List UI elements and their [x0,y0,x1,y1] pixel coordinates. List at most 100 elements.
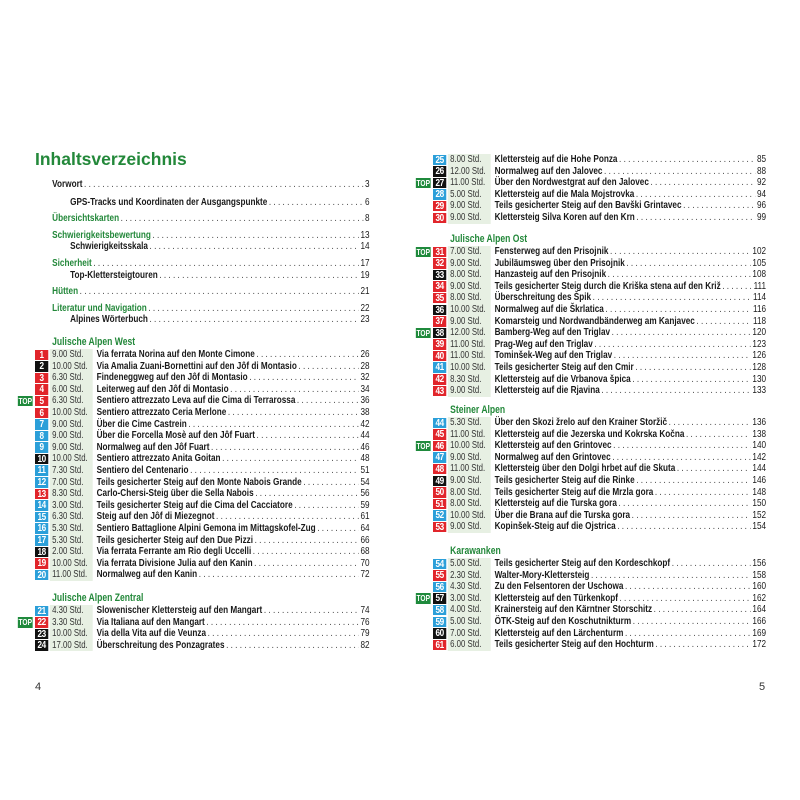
route-row[interactable]: 29 9.00 Std. Teils gesicherter Steig auf d… [433,200,766,212]
route-row[interactable]: 51 8.00 Std. Klettersteig auf die Turska g… [433,498,766,510]
route-row[interactable]: 21 4.30 Std. Slowenischer Klettersteig auf… [35,604,370,617]
route-number-badge: 41 [433,362,447,373]
toc-entry[interactable]: Sicherheit 17 [35,257,369,270]
route-number-badge: 16 [35,523,49,534]
route-section: Julische Alpen West 1 9.00 Std. Via ferrata… [17,335,370,581]
route-row[interactable]: 50 8.00 Std. Teils gesicherter Steig auf d… [433,486,766,499]
route-title: Carlo-Chersi-Steig über die Sella Nabois [96,487,254,500]
route-title: Klettersteig auf den Grintovec [494,439,612,452]
route-row[interactable]: 42 8.30 Std. Klettersteig auf die Vrbanova… [433,373,766,386]
route-title: ÖTK-Steig auf den Koschutnikturm [494,614,632,627]
route-section: Karawanken 54 5.00 Std. Teils gesicherter S… [415,544,767,651]
route-row[interactable]: 23 10.00 Std. Via della Vita auf die Veunz… [35,628,370,640]
route-row[interactable]: 552.30 Std.Walter-Mory-Klettersteig 158 [433,569,766,582]
route-row[interactable]: 12 7.00 Std. Teils gesicherter Steig auf d… [35,476,370,489]
route-row[interactable]: 6 10.00 Std. Sentiero attrezzato Ceria Mer… [35,406,370,419]
route-row[interactable]: 18 2.00 Std. Via ferrata Ferrante am Rio d… [35,545,370,558]
dot-leader [722,281,752,293]
route-row[interactable]: 28 5.00 Std. Klettersteig auf die Mala Moj… [433,188,766,201]
route-row[interactable]: TOP 5 6.30 Std. Sentiero attrezzato Leva au… [17,395,370,407]
route-row[interactable]: 25 8.00 Std. Klettersteig auf die Hohe Pon… [433,153,766,166]
route-row[interactable]: 117.30 Std.Sentiero del Centenario 51 [35,464,370,477]
toc-entry[interactable]: Schwierigkeitsskala 14 [35,241,370,253]
route-duration: 3.00 Std. [49,499,93,512]
section-heading: Karawanken [450,545,501,557]
route-row[interactable]: 61 6.00 Std. Teils gesicherter Steig auf d… [433,639,766,651]
route-title: Klettersteig auf den Lärchenturm [494,626,624,639]
route-row[interactable]: 338.00 Std.Hanzasteig auf den Prisojnik 1… [433,269,766,281]
route-row[interactable]: 32 9.00 Std. Jubiläumsweg über den Prisojn… [433,257,766,270]
route-row[interactable]: TOP 46 10.00 Std. Klettersteig auf den Grin… [415,439,766,452]
route-row[interactable]: TOP 31 7.00 Std. Fensterweg auf den Prisojn… [415,245,766,258]
route-page-number: 154 [752,520,767,533]
dot-leader [253,546,359,558]
route-row[interactable]: 24 17.00 Std. Überschreitung des Ponzagrat… [35,639,370,652]
toc-entry[interactable]: Schwierigkeitsbewertung 13 [35,229,369,242]
route-row[interactable]: 58 4.00 Std. Krainersteig auf den Kärntner… [433,604,766,616]
route-duration: 9.00 Std. [447,315,491,328]
route-row[interactable]: 44 5.30 Std. Über den Skozi žrelo auf den … [433,416,766,429]
route-title: Klettersteig auf die Turska gora [494,497,617,510]
route-page-number: 172 [752,638,767,651]
dot-leader [683,200,755,212]
toc-entry[interactable]: Übersichtskarten 8 [35,213,369,225]
route-row[interactable]: 15 6.30 Std. Steig auf den Jôf di Miezegno… [35,511,370,523]
route-row[interactable]: TOP 27 11.00 Std. Über den Nordwestgrat auf… [415,176,767,189]
route-number-badge: 21 [35,606,49,617]
route-row[interactable]: 14 3.00 Std. Teils gesicherter Steig auf d… [35,499,370,512]
route-row[interactable]: 30 9.00 Std. Klettersteig Silva Koren auf … [433,211,766,224]
route-duration: 12.00 Std. [447,165,491,178]
route-row[interactable]: 48 11.00 Std. Klettersteig über den Dolgi … [433,463,766,475]
route-title: Überschreitung des Špik [494,291,592,304]
toc-entry[interactable]: Literatur und Navigation 22 [35,302,369,315]
route-row[interactable]: 358.00 Std.Überschreitung des Špik 114 [433,292,766,304]
route-row[interactable]: 54 5.00 Std. Teils gesicherter Steig auf d… [433,557,766,570]
toc-entry[interactable]: GPS-Tracks und Koordinaten der Ausgangsp… [35,196,370,209]
toc-entry[interactable]: Alpines Wörterbuch 23 [35,314,370,326]
route-row[interactable]: 16 5.30 Std. Sentiero Battaglione Alpini G… [35,522,370,535]
route-row[interactable]: 49 9.00 Std. Teils gesicherter Steig auf d… [433,474,766,487]
route-row[interactable]: 56 4.30 Std. Zu den Felsentoren der Uschow… [433,581,766,593]
route-page-number: 70 [360,556,370,569]
toc-entry[interactable]: Hütten 21 [35,286,369,298]
toc-entry[interactable]: Top-Klettersteigtouren 19 [35,269,370,282]
route-row[interactable]: 1 9.00 Std. Via ferrata Norina auf den Mon… [35,348,370,361]
route-title: Hanzasteig auf den Prisojnik [494,268,607,281]
route-row[interactable]: 34 9.00 Std. Teils gesicherter Steig durch… [433,280,766,293]
route-row[interactable]: TOP 38 12.00 Std. Bamberg-Weg auf den Trigl… [415,327,766,339]
route-row[interactable]: 479.00 Std.Normalweg auf den Grintovec 14… [433,450,766,464]
route-duration: 9.00 Std. [447,280,491,293]
route-row[interactable]: TOP 22 3.30 Std. Via Italiana auf den Manga… [17,616,370,629]
dot-leader [632,510,751,522]
route-page-number: 92 [756,176,767,189]
route-row[interactable]: 41 10.00 Std. Teils gesicherter Steig auf … [433,361,766,374]
route-row[interactable]: 8 9.00 Std. Über die Forcella Mosè auf den… [35,430,370,442]
route-row[interactable]: 2 10.00 Std. Via Amalia Zuani-Bornettini a… [35,360,370,373]
route-row[interactable]: 10 10.00 Std. Sentiero attrezzato Anita Go… [35,453,370,465]
route-row[interactable]: 17 5.30 Std. Teils gesicherter Steig auf d… [35,534,370,547]
route-row[interactable]: 99.00 Std.Normalweg auf den Jôf Fuart 46 [35,441,370,454]
dot-leader [222,453,359,465]
route-row[interactable]: 13 8.30 Std. Carlo-Chersi-Steig über die S… [35,488,370,500]
route-row[interactable]: 37 9.00 Std. Komarsteig und Nordwandbänder… [433,314,766,328]
route-row[interactable]: 4 6.00 Std. Leiterweg auf den Jôf di Monta… [35,383,370,396]
route-page-number: 166 [752,614,767,627]
toc-entry[interactable]: Vorwort 3 [35,178,369,191]
route-row[interactable]: 40 11.00 Std. Tominšek-Weg auf den Triglav… [433,350,766,362]
route-row[interactable]: 59 5.00 Std. ÖTK-Steig auf den Koschutnikt… [433,614,767,628]
route-row[interactable]: 53 9.00 Std. Kopinšek-Steig auf die Ojstri… [433,521,766,533]
route-row[interactable]: 60 7.00 Std. Klettersteig auf den Lärchent… [433,626,766,640]
route-row[interactable]: 79.00 Std.Über die Cime Castrein 42 [35,418,370,431]
route-row[interactable]: TOP 57 3.00 Std. Klettersteig auf den Türke… [415,592,766,605]
route-row[interactable]: 19 10.00 Std. Via ferrata Divisione Julia … [35,556,370,570]
route-row[interactable]: 45 11.00 Std. Klettersteig auf die Jezersk… [433,428,766,441]
route-row[interactable]: 52 10.00 Std. Über die Brana auf die Tursk… [433,509,766,522]
route-title: Komarsteig und Nordwandbänderweg am Kanj… [494,314,695,327]
route-row[interactable]: 3 6.30 Std. Findeneggweg auf den Jôf di Mo… [35,372,370,384]
route-row[interactable]: 439.00 Std.Klettersteig auf die Rjavina 1… [433,385,766,397]
route-title: Normalweg auf den Grintovec [494,450,611,463]
